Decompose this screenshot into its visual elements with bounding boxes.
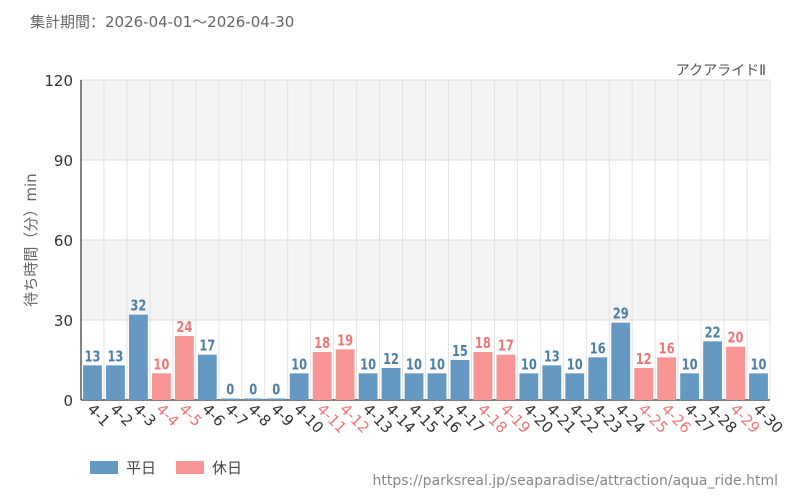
bar xyxy=(749,373,768,400)
bar-value-label: 10 xyxy=(567,356,583,373)
bar xyxy=(358,373,378,400)
bar-value-label: 16 xyxy=(659,340,675,357)
bar-value-label: 10 xyxy=(521,356,537,373)
bar-value-label: 10 xyxy=(429,356,445,373)
weekday-swatch xyxy=(90,461,118,474)
y-axis-label: 待ち時間（分）min xyxy=(22,173,40,306)
bar xyxy=(542,365,562,400)
holiday-swatch xyxy=(176,461,205,474)
bar xyxy=(703,341,722,400)
bar xyxy=(496,354,516,400)
bar xyxy=(657,357,677,400)
bar xyxy=(726,346,745,400)
bar-value-label: 10 xyxy=(153,356,169,373)
bar xyxy=(266,398,286,400)
bar-value-label: 0 xyxy=(272,382,280,399)
source-url[interactable]: https://parksreal.jp/seaparadise/attract… xyxy=(372,473,779,489)
bar-value-label: 20 xyxy=(728,330,744,347)
bar xyxy=(565,373,585,400)
bar xyxy=(106,365,125,400)
bar-value-label: 16 xyxy=(590,340,606,357)
bar-value-label: 13 xyxy=(544,348,560,365)
bar xyxy=(335,349,355,400)
bar xyxy=(680,373,700,400)
bar-value-label: 0 xyxy=(249,382,257,399)
bar-value-label: 19 xyxy=(337,332,353,349)
bar xyxy=(611,322,631,400)
y-tick-label: 90 xyxy=(54,152,73,170)
y-tick-label: 60 xyxy=(54,232,73,250)
legend-holiday: 休日 xyxy=(176,457,242,478)
bar-value-label: 10 xyxy=(751,356,767,373)
legend-weekday: 平日 xyxy=(90,457,156,478)
bar xyxy=(427,373,447,400)
y-tick-label: 30 xyxy=(54,312,73,330)
bar xyxy=(519,373,539,400)
legend: 平日 休日 xyxy=(90,457,242,478)
bar-value-label: 17 xyxy=(498,338,514,355)
period-label: 集計期間：2026-04-01～2026-04-30 xyxy=(30,13,295,31)
bar-value-label: 15 xyxy=(452,343,468,360)
bar xyxy=(588,357,608,400)
bar-value-label: 13 xyxy=(107,348,123,365)
bar-value-label: 24 xyxy=(176,319,192,336)
bar xyxy=(174,336,194,400)
bar xyxy=(473,352,493,400)
bar xyxy=(243,398,263,400)
bar xyxy=(381,368,401,400)
bar xyxy=(220,398,240,400)
bar-value-label: 10 xyxy=(682,356,698,373)
bar-value-label: 32 xyxy=(130,298,146,315)
bar-value-label: 12 xyxy=(383,351,399,368)
bar-value-label: 22 xyxy=(705,324,721,341)
y-tick-label: 120 xyxy=(44,72,73,90)
bar xyxy=(450,360,470,400)
bar-value-label: 17 xyxy=(199,338,215,355)
bar-value-label: 0 xyxy=(226,382,234,399)
bar-value-label: 10 xyxy=(360,356,376,373)
bar-value-label: 29 xyxy=(613,306,629,323)
legend-weekday-label: 平日 xyxy=(126,459,157,477)
y-tick-label: 0 xyxy=(63,392,73,410)
bar-value-label: 13 xyxy=(85,348,101,365)
chart-title: アクアライドⅡ xyxy=(676,63,766,79)
legend-holiday-label: 休日 xyxy=(212,459,243,477)
bar xyxy=(312,352,332,400)
bar-value-label: 18 xyxy=(314,335,330,352)
bar-value-label: 10 xyxy=(291,356,307,373)
bar-value-label: 12 xyxy=(636,351,652,368)
bar xyxy=(634,368,654,400)
bar xyxy=(404,373,424,400)
bar xyxy=(197,354,217,400)
bar xyxy=(83,365,102,400)
bar xyxy=(151,373,171,400)
bar-value-label: 10 xyxy=(406,356,422,373)
bar-value-label: 18 xyxy=(475,335,491,352)
bar xyxy=(289,373,309,400)
bar xyxy=(129,314,148,400)
